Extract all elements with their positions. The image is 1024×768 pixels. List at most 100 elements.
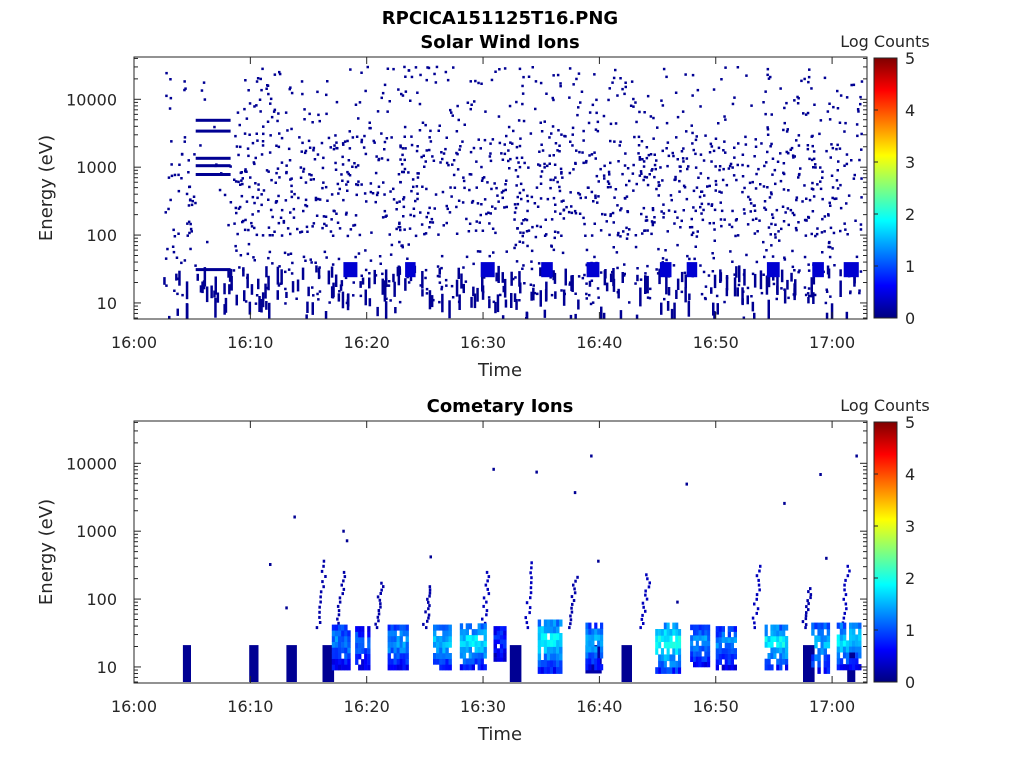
heatmap-cell: [560, 133, 563, 136]
heatmap-cell: [575, 149, 578, 152]
heatmap-cell: [669, 641, 673, 649]
heatmap-cell: [826, 635, 831, 642]
heatmap-cell: [259, 77, 262, 81]
heatmap-cell: [508, 104, 512, 108]
heatmap-cell: [527, 166, 530, 169]
heatmap-cell: [666, 648, 670, 655]
heatmap-cell: [553, 230, 557, 233]
heatmap-cell: [441, 190, 445, 194]
dispersion-tail-cell: [804, 623, 808, 627]
heatmap-cell: [169, 96, 173, 100]
dispersion-tail-cell: [807, 602, 810, 606]
heatmap-cell: [736, 234, 740, 237]
heatmap-cell: [823, 635, 827, 642]
heatmap-cell: [821, 170, 824, 173]
heatmap-cell: [764, 624, 768, 631]
heatmap-cell: [341, 658, 345, 665]
heatmap-cell: [842, 634, 847, 641]
heatmap-cell: [501, 196, 504, 200]
dispersion-tail-cell: [843, 583, 846, 587]
dispersion-tail-cell: [376, 595, 380, 599]
heatmap-cell: [804, 234, 808, 237]
heatmap-cell: [715, 294, 719, 298]
heatmap-cell: [683, 186, 687, 189]
heatmap-cell: [560, 200, 563, 203]
heatmap-cell: [629, 104, 633, 107]
heatmap-cell: [556, 660, 560, 668]
heatmap-cell: [167, 176, 171, 179]
heatmap-cell: [357, 180, 360, 183]
heatmap-cell: [572, 168, 575, 171]
heatmap-cell: [421, 271, 424, 289]
heatmap-cell: [534, 235, 538, 239]
heatmap-cell: [594, 196, 597, 200]
heatmap-cell: [360, 183, 363, 186]
heatmap-cell: [556, 231, 560, 234]
heatmap-cell: [250, 284, 254, 295]
heatmap-cell: [807, 75, 811, 79]
heatmap-cell: [424, 276, 427, 280]
low-energy-burst: [803, 645, 815, 682]
heatmap-cell: [283, 251, 287, 255]
heatmap-cell: [243, 290, 246, 302]
heatmap-cell: [196, 273, 199, 281]
heatmap-cell: [804, 113, 808, 116]
heatmap-cell: [433, 630, 437, 637]
heatmap-cell: [779, 87, 782, 90]
heatmap-cell: [489, 152, 492, 155]
heatmap-cell: [344, 630, 348, 637]
heatmap-cell: [730, 653, 734, 660]
heatmap-cell: [295, 297, 298, 300]
dispersion-tail-cell: [427, 607, 430, 611]
heatmap-cell: [386, 67, 390, 70]
heatmap-cell: [578, 150, 581, 154]
heatmap-cell: [616, 266, 619, 270]
heatmap-cell: [251, 213, 254, 216]
heatmap-cell: [708, 184, 711, 188]
heatmap-cell: [493, 639, 497, 645]
dispersion-tail-cell: [570, 595, 574, 599]
heatmap-cell: [720, 209, 724, 213]
heatmap-cell: [720, 224, 723, 228]
heatmap-cell: [704, 651, 708, 657]
y-tick-label: 1000: [76, 158, 117, 177]
heatmap-cell: [442, 647, 446, 654]
heatmap-cell: [782, 636, 786, 642]
heatmap-cell: [460, 273, 463, 289]
heatmap-cell: [828, 255, 832, 259]
heatmap-cell: [823, 648, 827, 655]
heatmap-cell: [312, 294, 315, 297]
heatmap-cell: [433, 207, 436, 210]
heatmap-cell: [420, 223, 424, 226]
heatmap-cell: [480, 165, 483, 169]
heatmap-cell: [331, 641, 336, 648]
heatmap-cell: [387, 624, 391, 631]
heatmap-cell: [552, 98, 555, 102]
low-energy-blob: [405, 262, 416, 278]
heatmap-cell: [305, 314, 308, 319]
heatmap-cell: [535, 186, 539, 189]
heatmap-cell: [439, 624, 443, 631]
heatmap-cell: [764, 664, 768, 671]
heatmap-cell: [412, 207, 416, 210]
heatmap-cell: [696, 88, 700, 92]
heatmap-cell: [500, 152, 503, 155]
heatmap-cell: [666, 141, 670, 144]
heatmap-cell: [320, 141, 324, 145]
heatmap-cell: [746, 223, 750, 226]
heatmap-cell: [858, 646, 862, 653]
heatmap-cell: [820, 622, 824, 630]
heatmap-cell: [474, 629, 478, 636]
heatmap-cell: [845, 202, 848, 205]
heatmap-cell: [213, 125, 216, 129]
heatmap-cell: [262, 125, 265, 128]
heatmap-cell: [651, 221, 654, 225]
heatmap-cell: [682, 160, 685, 163]
heatmap-cell: [793, 213, 796, 217]
heatmap-cell: [773, 647, 777, 654]
heatmap-cell: [556, 666, 560, 674]
heatmap-cell: [553, 619, 557, 627]
heatmap-cell: [559, 619, 563, 627]
heatmap-cell: [635, 120, 638, 124]
heatmap-cell: [646, 229, 649, 232]
